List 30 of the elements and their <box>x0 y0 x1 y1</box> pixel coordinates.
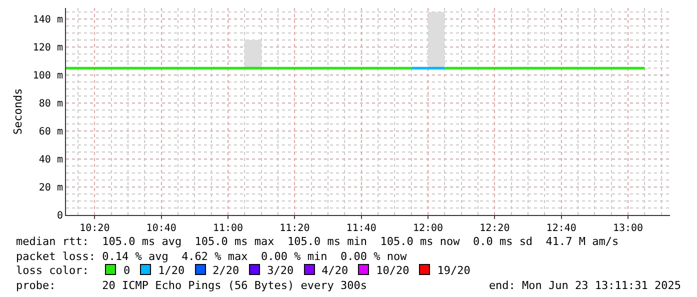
legend-title: loss color: <box>16 264 90 278</box>
legend-label: 4/20 <box>322 264 348 278</box>
text: end: Mon Jun 23 13:11:31 2025 <box>488 278 681 293</box>
x-tick-label: 11:00 <box>212 223 244 234</box>
text: probe: 20 ICMP Echo Pings (56 Bytes) every 300s <box>16 278 367 293</box>
text: packet loss: 0.14 % avg 4.62 % max 0.00 % min 0.00 % now <box>16 250 407 264</box>
x-tick-label: 12:00 <box>412 223 444 234</box>
y-axis-title: Seconds <box>12 88 25 135</box>
legend-label: 19/20 <box>437 264 470 278</box>
y-tick-label: 40 m <box>38 154 63 166</box>
x-tick-label: 10:20 <box>80 223 110 234</box>
y-tick-label: 60 m <box>38 126 63 138</box>
legend-label: 1/20 <box>158 264 185 278</box>
text: median rtt: 105.0 ms avg 105.0 ms max 105.0 ms min 105.0 ms now 0.0 ms sd 41.7 M am/s <box>16 235 619 250</box>
legend-label: 2/20 <box>212 264 240 278</box>
x-tick-label: 11:20 <box>280 223 310 234</box>
y-tick-label: 0 <box>56 210 63 222</box>
legend-label: 3/20 <box>267 264 294 278</box>
y-tick-label: 100 m <box>32 70 63 82</box>
y-tick-label: 80 m <box>38 98 63 110</box>
y-tick-label: 20 m <box>38 182 63 194</box>
x-tick-label: 12:40 <box>546 223 576 234</box>
legend-label: 0 <box>123 264 130 278</box>
y-tick-label: 120 m <box>32 42 63 54</box>
x-tick-label: 11:40 <box>346 223 376 234</box>
x-tick-label: 13:00 <box>612 223 644 234</box>
y-tick-label: 140 m <box>32 14 63 26</box>
legend-label: 10/20 <box>376 264 410 278</box>
x-tick-label: 10:40 <box>146 223 176 234</box>
x-tick-label: 12:20 <box>480 223 510 234</box>
